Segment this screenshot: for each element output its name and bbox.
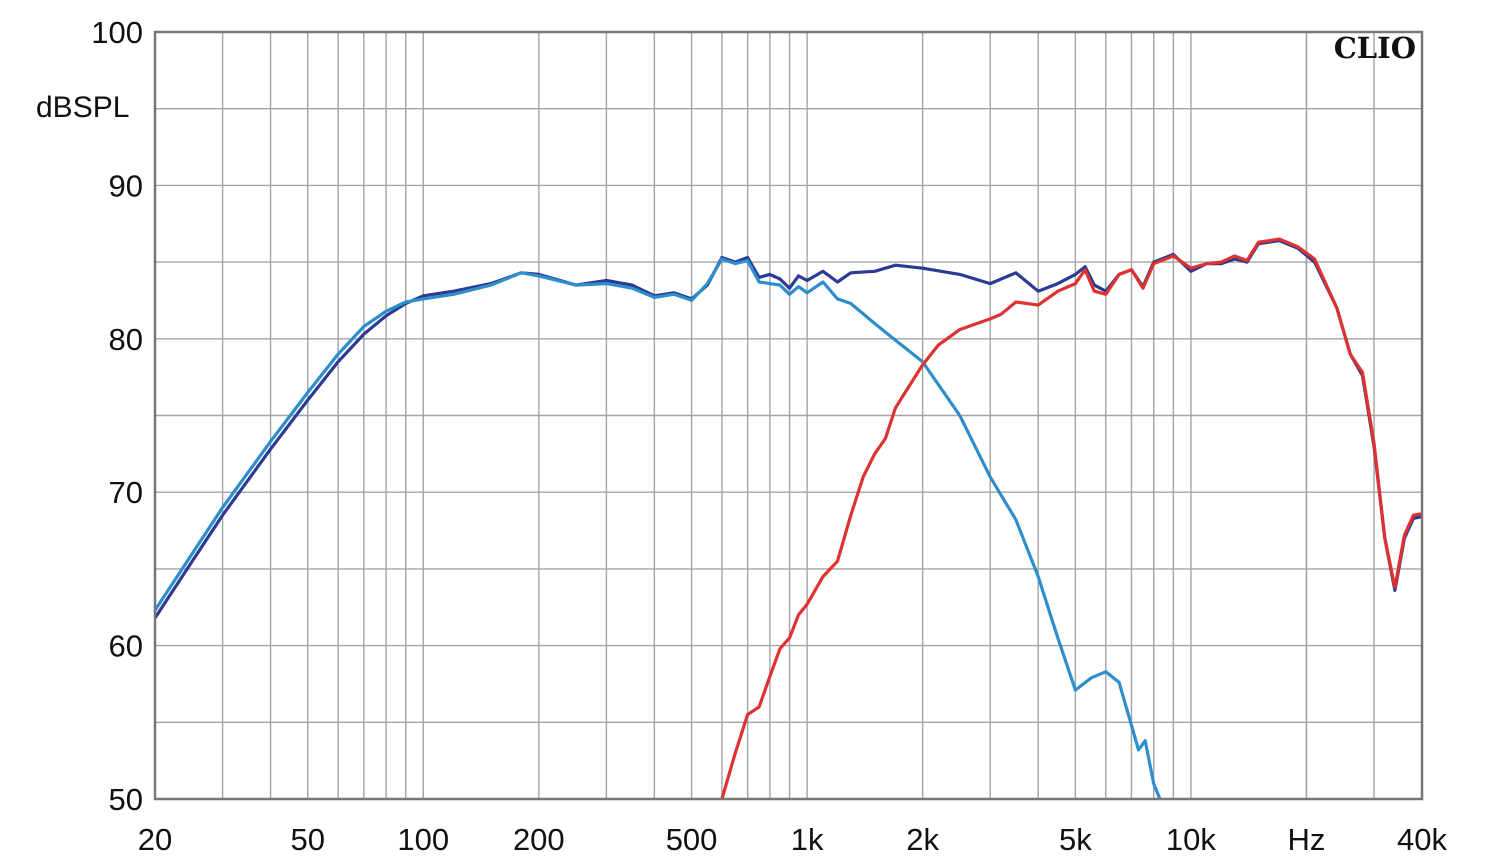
x-tick-label: 2k xyxy=(906,822,939,857)
x-tick-label: 40k xyxy=(1397,822,1447,857)
y-tick-label: 60 xyxy=(109,629,143,664)
x-tick-label: 200 xyxy=(513,822,565,857)
y-tick-label: 100 xyxy=(91,15,143,50)
y-tick-labels: 50 60 70 80 90 100 xyxy=(91,15,143,817)
y-axis-label: dBSPL xyxy=(36,91,129,124)
y-tick-label: 90 xyxy=(109,168,143,203)
x-tick-labels: 20 50 100 200 500 1k 2k 5k 10k Hz 40k xyxy=(138,822,1448,857)
x-tick-label: 1k xyxy=(791,822,824,857)
x-tick-label: 100 xyxy=(397,822,449,857)
plot-frame xyxy=(153,30,1424,801)
x-tick-label: 500 xyxy=(666,822,718,857)
x-tick-label: 5k xyxy=(1059,822,1092,857)
series-line-2 xyxy=(155,257,1162,799)
y-tick-label: 50 xyxy=(109,782,143,817)
x-tick-label: 20 xyxy=(138,822,172,857)
x-tick-label: 10k xyxy=(1166,822,1216,857)
y-tick-label: 70 xyxy=(109,475,143,510)
clio-logo-watermark: CLIO xyxy=(1334,31,1416,65)
y-tick-label: 80 xyxy=(109,322,143,357)
series-line-3 xyxy=(720,237,1422,799)
series-layer xyxy=(155,237,1422,799)
x-tick-label: 50 xyxy=(290,822,324,857)
x-tick-label: Hz xyxy=(1288,822,1326,857)
